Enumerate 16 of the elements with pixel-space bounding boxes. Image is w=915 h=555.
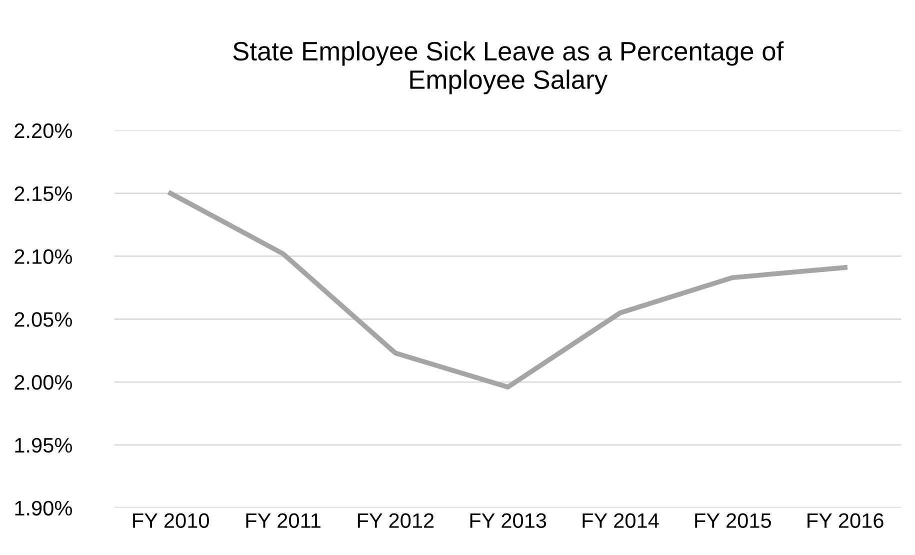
x-tick-label: FY 2012	[358, 513, 434, 528]
x-tick-label: FY 2010	[133, 513, 209, 528]
y-tick-label: 2.10%	[14, 249, 72, 264]
y-tick-label: 2.20%	[14, 123, 72, 138]
x-tick-label: FY 2015	[695, 513, 771, 528]
x-tick-label: FY 2013	[470, 513, 546, 528]
y-tick-label: 2.05%	[14, 312, 72, 327]
chart-title: State Employee Sick Leave as a Percentage of Employee Salary	[233, 41, 784, 94]
y-tick-label: 2.00%	[14, 375, 72, 390]
y-tick-label: 1.90%	[15, 500, 72, 516]
y-tick-label: 1.95%	[15, 438, 72, 453]
x-tick-label: FY 2011	[246, 513, 320, 528]
x-tick-label: FY 2014	[582, 513, 659, 528]
line-series	[168, 190, 848, 390]
x-tick-label: FY 2016	[808, 513, 884, 528]
y-tick-label: 2.15%	[14, 186, 72, 202]
